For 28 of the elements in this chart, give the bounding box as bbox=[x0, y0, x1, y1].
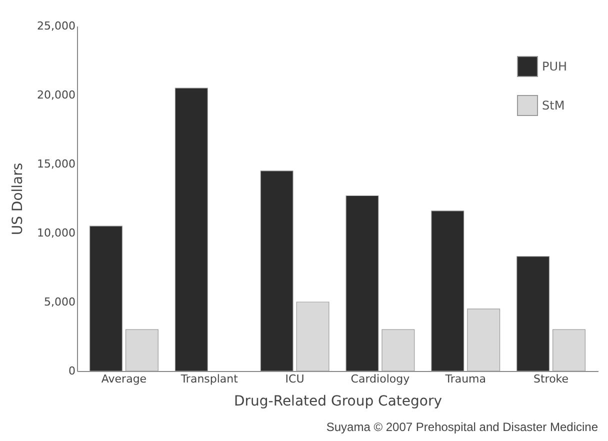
y-tick-label: 10,000 bbox=[37, 226, 76, 240]
y-tick-label: 0 bbox=[68, 364, 76, 378]
bar bbox=[467, 308, 500, 372]
text: Suyama © 2007 Prehospital and Disaster Medicine bbox=[326, 420, 598, 434]
bar bbox=[431, 210, 464, 372]
y-axis-title: US Dollars bbox=[10, 162, 26, 236]
y-tick-label: 5,000 bbox=[44, 296, 76, 308]
bar bbox=[174, 88, 208, 372]
bar bbox=[260, 170, 294, 372]
x-tick-label: Cardiology bbox=[350, 372, 410, 386]
bar bbox=[296, 302, 330, 372]
y-tick-label: 15,000 bbox=[37, 158, 76, 170]
x-tick-label: Transplant bbox=[180, 372, 239, 386]
x-tick-label: Stroke bbox=[533, 372, 569, 386]
x-tick-label: ICU bbox=[285, 372, 304, 386]
bar bbox=[90, 226, 122, 372]
x-tick-label: Trauma bbox=[444, 372, 486, 386]
bar bbox=[346, 195, 379, 372]
legend-label: StM bbox=[542, 98, 565, 112]
x-axis-title: Drug-Related Group Category bbox=[234, 394, 442, 410]
bar bbox=[125, 329, 158, 372]
bar bbox=[382, 329, 415, 372]
legend-label: PUH bbox=[542, 60, 568, 74]
bar bbox=[552, 329, 586, 372]
y-tick-label: 20,000 bbox=[37, 88, 76, 102]
x-tick-label: Average bbox=[101, 372, 147, 386]
y-tick-label: 25,000 bbox=[37, 20, 76, 32]
bar bbox=[516, 256, 550, 372]
